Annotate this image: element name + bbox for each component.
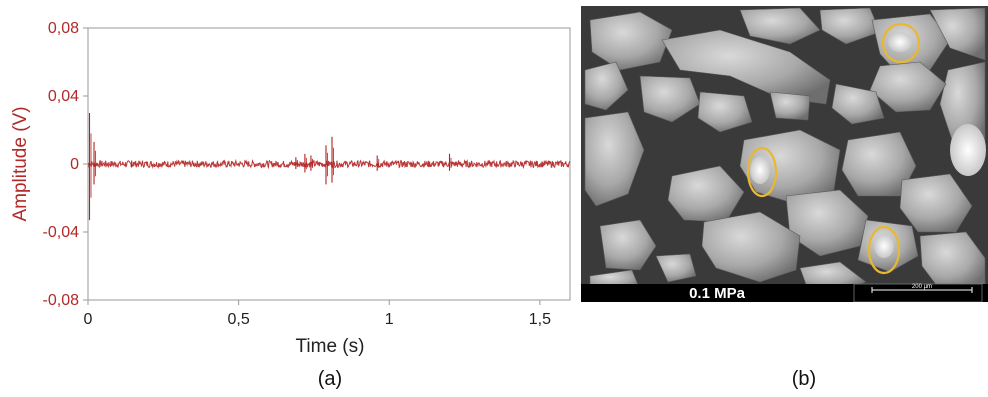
signal-series	[87, 113, 571, 221]
sem-info-bar	[581, 284, 988, 302]
scale-bar-box	[853, 283, 983, 302]
highlight-ellipse	[881, 22, 921, 64]
panel-label-a: (a)	[318, 368, 342, 390]
signal-trace	[87, 158, 571, 170]
highlight-ellipse	[746, 146, 778, 198]
x-axis-label: Time (s)	[296, 336, 365, 357]
plot-panel-a: 0,08 0,04 0 -0,04 -0,08 0 0,5 1 1,5 Amplitude (…	[10, 20, 571, 390]
y-tick-label: 0,08	[48, 20, 79, 37]
y-ticks: 0,08 0,04 0 -0,04 -0,08	[43, 20, 88, 309]
sem-caption: 0.1 MPa	[689, 285, 746, 302]
sem-particles	[584, 7, 986, 291]
x-tick-label: 1	[385, 311, 394, 328]
sem-image-panel-b: 0.1 MPa 200 µm	[581, 6, 988, 302]
y-tick-label: 0	[70, 156, 79, 173]
y-tick-label: -0,08	[43, 292, 80, 309]
panel-label-b: (b)	[792, 368, 816, 390]
y-axis-label: Amplitude (V)	[10, 106, 31, 221]
highlight-ellipse	[867, 225, 901, 275]
sem-bright-spots	[750, 32, 986, 258]
highlight-ellipses	[746, 22, 921, 275]
x-tick-label: 0,5	[228, 311, 250, 328]
y-tick-label: 0,04	[48, 88, 79, 105]
x-tick-label: 0	[84, 311, 93, 328]
scale-bar-label: 200 µm	[912, 284, 932, 290]
x-tick-label: 1,5	[529, 311, 551, 328]
x-ticks: 0 0,5 1 1,5	[84, 300, 551, 328]
y-tick-label: -0,04	[43, 224, 80, 241]
